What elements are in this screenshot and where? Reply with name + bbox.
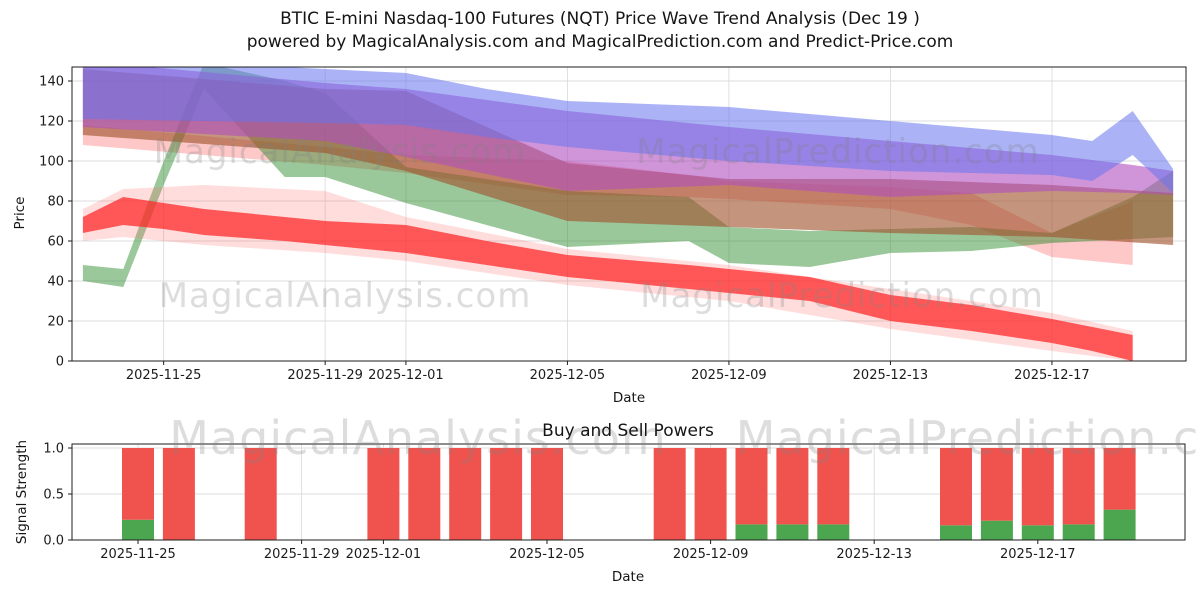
sell-power-bar: [653, 448, 686, 540]
sell-power-bar: [1021, 448, 1054, 526]
buy-power-bar: [940, 525, 972, 540]
x-tick-label: 2025-12-01: [368, 368, 444, 383]
y-tick-label: 0.0: [43, 534, 64, 549]
buy-power-bar: [122, 519, 154, 540]
y-tick-label: 40: [47, 275, 64, 290]
y-tick-label: 80: [47, 195, 64, 210]
y-tick-label: 0: [56, 355, 64, 370]
figure-subtitle: powered by MagicalAnalysis.com and Magic…: [246, 32, 954, 52]
sell-power-bar: [1103, 448, 1136, 510]
sell-power-bar: [980, 448, 1013, 521]
buy-power-bar: [1103, 509, 1136, 540]
x-tick-label: 2025-12-05: [530, 368, 606, 383]
x-tick-label: 2025-12-17: [1014, 368, 1090, 383]
x-tick-label: 2025-12-01: [346, 547, 422, 562]
buy-sell-powers-title: Buy and Sell Powers: [542, 421, 714, 441]
y-tick-label: 140: [39, 75, 64, 90]
y-tick-label: 60: [47, 235, 64, 250]
sell-power-bar: [449, 448, 482, 540]
sell-power-bar: [776, 448, 809, 525]
y-tick-label: 1.0: [43, 442, 64, 457]
x-tick-label: 2025-12-05: [509, 547, 585, 562]
buy-power-bar: [980, 520, 1013, 540]
sell-power-bar: [735, 448, 768, 525]
buy-power-bar: [776, 524, 809, 540]
sell-power-bar: [490, 448, 523, 540]
signal-chart: 0.0 0.5 1.0 2025-11-25 2025-11-29 2025-12-01 2…: [43, 442, 1186, 562]
price-plot-border: [71, 66, 1187, 362]
x-tick-label: 2025-11-29: [287, 368, 363, 383]
sell-power-bar: [408, 448, 441, 540]
price-chart: 0 20 40 60 80 100 120 140 2025-11-25 2025-11-29 20…: [39, 66, 1187, 383]
x-tick-label: 2025-12-09: [673, 547, 749, 562]
figure-title: BTIC E-mini Nasdaq-100 Futures (NQT) Pri…: [280, 9, 920, 29]
sell-power-bar: [817, 448, 850, 525]
x-tick-label: 2025-12-13: [853, 368, 929, 383]
buy-power-bar: [735, 524, 768, 540]
y-tick-label: 120: [39, 115, 64, 130]
price-bands: [82, 67, 1174, 361]
sell-power-bar: [244, 448, 277, 540]
sell-power-bar: [940, 448, 972, 526]
buy-power-bar: [1021, 525, 1054, 540]
sell-power-bar: [1062, 448, 1095, 525]
x-tick-label: 2025-12-09: [691, 368, 767, 383]
x-tick-label: 2025-12-13: [836, 547, 912, 562]
sell-power-bar: [531, 448, 563, 540]
date-axis-label-top: Date: [612, 390, 646, 406]
y-tick-label: 100: [39, 155, 64, 170]
x-tick-label: 2025-11-25: [100, 547, 176, 562]
x-tick-label: 2025-11-25: [126, 368, 202, 383]
blue-wave-band: [82, 67, 1174, 193]
buy-power-bar: [817, 524, 850, 540]
sell-power-bar: [122, 448, 154, 520]
price-axis-label: Price: [12, 196, 28, 230]
x-tick-label: 2025-11-29: [264, 547, 340, 562]
date-axis-label-bottom: Date: [611, 569, 645, 585]
sell-power-bar: [367, 448, 400, 540]
signal-plot-border: [71, 443, 1186, 541]
sell-power-bar: [162, 448, 195, 540]
red-trend-band: [82, 197, 1133, 361]
sell-power-bar: [694, 448, 727, 540]
y-tick-label: 0.5: [43, 488, 64, 503]
y-tick-label: 20: [47, 315, 64, 330]
x-tick-label: 2025-12-17: [1000, 547, 1076, 562]
buy-power-bar: [1062, 524, 1095, 540]
signal-strength-axis-label: Signal Strength: [14, 439, 30, 545]
